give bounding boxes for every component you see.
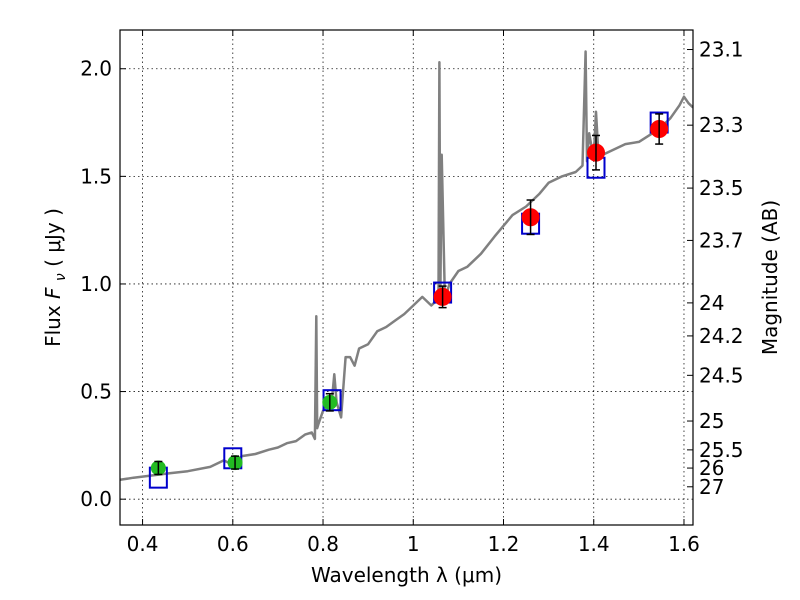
plot-frame [119,29,694,526]
y-axis-label-prefix: Flux [41,299,65,347]
x-tick-label: 0.6 [217,532,249,556]
x-tick-label: 1 [407,532,420,556]
y-tick-label: 1.0 [80,272,112,296]
mag-tick-label: 25.5 [699,438,744,462]
mag-tick-label: 23.7 [699,228,744,252]
x-axis-label: Wavelength λ (μm) [311,563,502,587]
mag-tick-label: 25 [699,409,724,433]
mag-tick-label: 23.1 [699,38,744,62]
mag-tick-label: 24.2 [699,324,744,348]
mag-tick-label: 23.3 [699,113,744,137]
x-tick-label: 1.4 [578,532,610,556]
grid-layer [120,30,693,525]
y-tick-label: 2.0 [80,57,112,81]
y-axis-label-subscript: ν [53,273,69,281]
mag-tick-label: 27 [699,475,724,499]
x-tick-label: 1.6 [668,532,700,556]
y2-axis-label: Magnitude (AB) [758,200,782,355]
y-tick-label: 0.5 [80,380,112,404]
mag-tick-label: 24.5 [699,363,744,387]
x-tick-label: 0.8 [307,532,339,556]
marker-layer [148,111,669,489]
x-tick-label: 1.2 [488,532,520,556]
y-tick-label: 0.0 [80,487,112,511]
mag-tick-label: 23.5 [699,176,744,200]
y-axis-label-symbol: F [41,287,65,299]
mag-tick-label: 24 [699,291,724,315]
spectrum-line [120,50,693,482]
y-axis-label-suffix: ( μJy ) [41,208,65,267]
spectrum-layer [120,50,693,482]
tick-layer: 0.4 0.6 0.8 1 1.2 1.4 1.6 0.0 0.5 1.0 1.5 2.0 23.1 23… [80,30,744,556]
mag-tick-label: 26 [699,456,724,480]
y-tick-label: 1.5 [80,164,112,188]
x-tick-label: 0.4 [127,532,159,556]
y-axis-label: Flux F ν ( μJy ) [41,208,70,347]
